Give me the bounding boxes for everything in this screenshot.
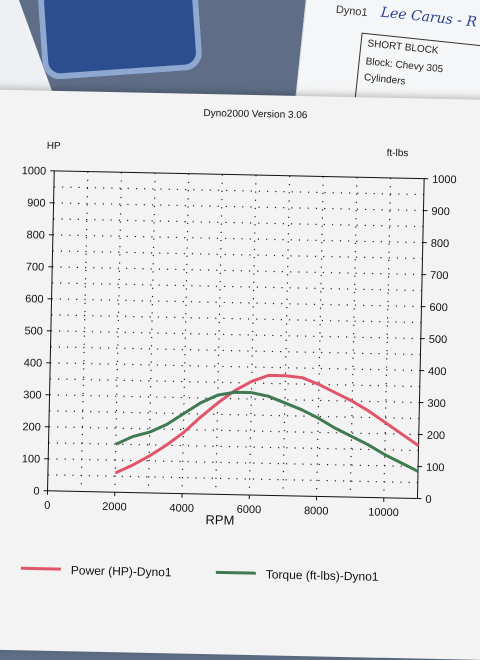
y-tick-label-left: 900 [27,197,46,209]
note-dyno-label: Dyno1 [335,4,368,19]
grid-line-horizontal [49,443,419,451]
plot-frame [48,171,425,499]
legend-label: Power (HP)-Dyno1 [71,563,172,579]
grid-line-horizontal [53,219,423,227]
y-tick-label-right: 900 [431,206,450,218]
chart-grid [48,171,425,499]
y-tick-label-right: 500 [429,334,448,346]
torque-line [115,390,419,472]
grid-line-horizontal [53,235,423,243]
grid-line-horizontal [48,459,418,467]
grid-line-horizontal [51,331,421,339]
y-tick-label-left: 700 [26,261,45,273]
note-handwriting: Lee Carus - R [380,5,478,31]
y-tick-label-right: 1000 [432,174,457,187]
y-tick-label-right: 200 [427,430,446,442]
y-tick-label-left: 100 [22,453,41,465]
y-tick-label-left: 600 [25,293,44,305]
phone-case [37,0,203,80]
short-block-title: SHORT BLOCK [367,38,439,56]
grid-line-horizontal [51,315,421,323]
y-tick-label-left: 400 [24,357,43,369]
y-tick-label-left: 300 [23,389,42,401]
grid-line-horizontal [52,283,422,291]
grid-line-horizontal [54,187,424,195]
cylinders-line: Cylinders [363,72,406,87]
y-tick-label-left: 1000 [22,165,47,178]
x-axis-label: RPM [205,512,234,528]
x-tick-label: 10000 [368,507,399,520]
legend-swatch [216,572,256,573]
legend-swatch [21,568,61,569]
legend-label: Torque (ft-lbs)-Dyno1 [266,567,379,583]
x-tick-label: 2000 [102,501,127,514]
x-tick-label: 4000 [169,502,194,515]
grid-line-horizontal [48,475,418,483]
chart-title: Dyno2000 Version 3.06 [203,108,308,121]
grid-line-vertical [350,177,357,497]
grid-line-horizontal [51,347,421,355]
grid-line-horizontal [49,411,419,419]
y-axis-label-left: HP [47,141,61,152]
x-tick-label: 8000 [304,505,329,518]
y-tick-label-left: 500 [24,325,43,337]
y-tick-label-right: 800 [431,238,450,250]
grid-line-horizontal [54,203,424,211]
y-tick-label-right: 400 [428,366,447,378]
grid-line-horizontal [52,267,422,275]
grid-line-horizontal [50,379,420,387]
y-tick-label-right: 700 [430,270,449,282]
x-tick-label: 0 [44,500,50,512]
y-tick-label-left: 0 [33,485,39,497]
y-tick-label-right: 0 [425,494,431,506]
y-tick-label-left: 800 [26,229,45,241]
grid-line-horizontal [50,395,420,403]
x-tick-label: 6000 [237,504,262,517]
y-tick-label-right: 100 [426,462,445,474]
grid-line-horizontal [52,299,422,307]
y-axis-label-right: ft-lbs [387,148,409,159]
grid-line-horizontal [50,363,420,371]
y-tick-label-right: 300 [427,398,446,410]
grid-line-horizontal [49,427,419,435]
grid-line-horizontal [53,251,423,259]
dyno-chart: Dyno2000 Version 3.06 HP ft-lbs RPM 0010… [0,90,480,660]
y-tick-label-left: 200 [22,421,41,433]
y-tick-label-right: 600 [429,302,448,314]
